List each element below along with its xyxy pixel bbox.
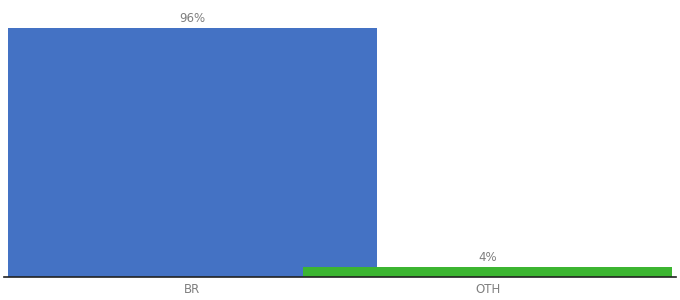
Bar: [303, 267, 673, 277]
Text: 4%: 4%: [479, 251, 497, 264]
Text: 96%: 96%: [179, 12, 205, 25]
Bar: [7, 28, 377, 277]
